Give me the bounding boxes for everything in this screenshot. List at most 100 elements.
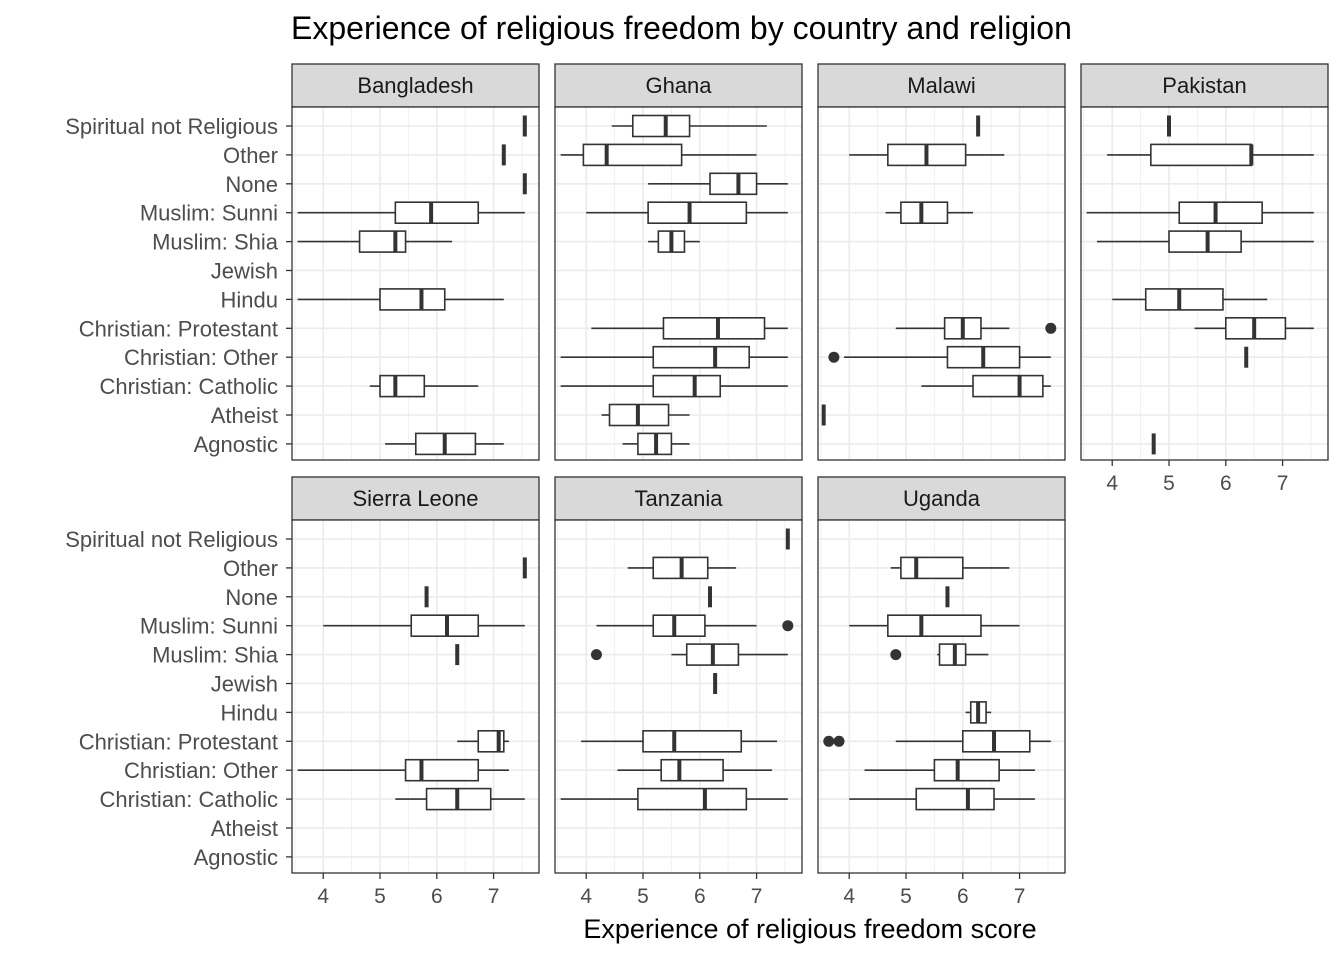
facet-pakistan: Pakistan 4 5 6 7 [1080, 63, 1329, 495]
facet-strip [1080, 63, 1329, 108]
facet-tanzania: Tanzania 4 5 6 7 [554, 476, 803, 908]
facet-strip [817, 476, 1066, 521]
y-tick-label: Hindu [221, 287, 278, 312]
outlier-point [890, 649, 902, 661]
outlier-point [782, 620, 794, 632]
box-muslim-sunni [323, 614, 525, 638]
box-christian-other [297, 758, 509, 782]
box-other [890, 556, 1010, 580]
y-tick-label: Hindu [221, 700, 278, 725]
box-other [560, 143, 757, 167]
y-tick-label: Christian: Catholic [99, 374, 278, 399]
outlier-point [828, 351, 840, 363]
y-tick-label: Muslim: Sunni [140, 614, 278, 639]
y-tick-label: Jewish [211, 672, 278, 697]
box-christian-protestant [591, 316, 788, 340]
box-iqr [404, 758, 480, 782]
x-tick-label: 5 [637, 885, 649, 908]
y-tick-label: Other [223, 556, 278, 581]
panel-border [1080, 106, 1329, 461]
box-iqr [887, 614, 982, 638]
box-iqr [647, 201, 748, 224]
panel-border [554, 106, 803, 461]
x-tick-label: 6 [1220, 472, 1232, 495]
box-iqr [1150, 143, 1253, 167]
box-christian-catholic [849, 787, 1035, 811]
x-tick-label: 5 [1163, 472, 1175, 495]
box-iqr [652, 345, 750, 369]
panel-border [817, 106, 1066, 461]
panel-border [554, 519, 803, 874]
box-christian-catholic [560, 787, 788, 811]
box-iqr [933, 758, 1000, 782]
box-agnostic [622, 432, 690, 456]
box-atheist [601, 403, 690, 427]
facet-strip [554, 63, 803, 108]
box-christian-other [560, 345, 788, 369]
box-christian-other [828, 345, 1051, 369]
box-iqr [358, 230, 407, 253]
box-iqr [915, 787, 995, 811]
box-iqr [631, 114, 691, 138]
y-tick-label: Spiritual not Religious [65, 114, 278, 139]
box-muslim-sunni [1086, 201, 1314, 224]
y-tick-label: Atheist [211, 403, 278, 428]
box-spiritual-not-religious [611, 114, 767, 138]
y-tick-label: Christian: Catholic [99, 787, 278, 812]
box-iqr [938, 643, 967, 666]
box-christian-other [617, 758, 772, 782]
panel-background [292, 107, 539, 460]
y-tick-label: Muslim: Shia [152, 643, 279, 668]
x-tick-label: 4 [1106, 472, 1118, 495]
y-tick-label: Agnostic [194, 432, 278, 457]
y-tick-label: Christian: Other [124, 758, 278, 783]
box-christian-catholic [560, 374, 788, 398]
outlier-point [590, 649, 602, 661]
y-tick-label: None [225, 172, 278, 197]
facet-strip-label: Malawi [907, 73, 975, 98]
x-tick-label: 4 [317, 885, 329, 908]
box-christian-catholic [395, 787, 525, 811]
box-iqr [642, 729, 743, 753]
box-iqr [900, 201, 949, 224]
x-axis-label: Experience of religious freedom score [583, 914, 1036, 944]
facet-strip-label: Bangladesh [357, 73, 473, 98]
y-tick-label: Spiritual not Religious [65, 527, 278, 552]
box-iqr [652, 374, 722, 398]
box-hindu [1112, 288, 1268, 311]
panel-border [291, 106, 540, 461]
box-iqr [652, 614, 706, 638]
box-christian-protestant [895, 316, 1057, 340]
outlier-point [833, 735, 845, 747]
box-iqr [1144, 288, 1224, 311]
box-iqr [394, 201, 480, 224]
box-muslim-sunni [596, 614, 794, 638]
box-iqr [637, 787, 748, 811]
x-tick-label: 4 [580, 885, 592, 908]
facet-malawi: Malawi [817, 63, 1066, 461]
y-tick-label: None [225, 585, 278, 610]
box-christian-other [864, 758, 1035, 782]
box-iqr [379, 288, 446, 311]
y-tick-label: Jewish [211, 259, 278, 284]
box-muslim-shia [890, 643, 989, 666]
box-iqr [582, 143, 683, 167]
y-tick-label: Other [223, 143, 278, 168]
box-other [849, 143, 1005, 167]
box-muslim-sunni [849, 614, 1020, 638]
chart-title: Experience of religious freedom by count… [291, 10, 1072, 46]
facet-uganda: Uganda 4 5 6 7 [817, 476, 1066, 908]
x-tick-label: 7 [1277, 472, 1289, 495]
box-none [648, 172, 788, 196]
box-muslim-shia [590, 643, 788, 666]
box-muslim-shia [297, 230, 453, 253]
y-tick-label: Atheist [211, 816, 278, 841]
facet-sierra-leone: Sierra Leone Spiritual not Religious Other… [65, 476, 540, 908]
box-agnostic [385, 432, 504, 456]
y-tick-label: Muslim: Sunni [140, 201, 278, 226]
box-muslim-shia [1096, 230, 1314, 253]
x-tick-label: 6 [694, 885, 706, 908]
box-hindu [965, 701, 992, 724]
box-muslim-sunni [586, 201, 788, 224]
